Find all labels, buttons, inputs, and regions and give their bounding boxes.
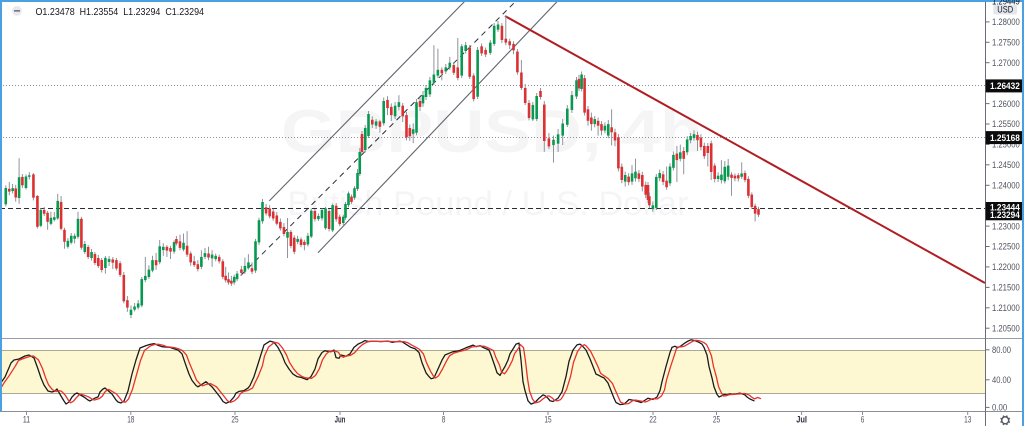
svg-text:80.00: 80.00 [992, 345, 1011, 355]
svg-text:1.23444: 1.23444 [990, 202, 1021, 212]
svg-text:1.25500: 1.25500 [992, 119, 1020, 129]
svg-text:15: 15 [544, 415, 551, 426]
svg-text:8: 8 [442, 415, 446, 426]
svg-text:O1.23478 H1.23554 L1.23294: O1.23478 H1.23554 L1.23294 C1.23294 [36, 6, 205, 18]
svg-text:1.28000: 1.28000 [992, 17, 1020, 27]
svg-text:1.25000: 1.25000 [992, 140, 1020, 150]
svg-text:18: 18 [127, 415, 134, 426]
svg-text:1.27500: 1.27500 [992, 38, 1020, 48]
svg-text:6: 6 [861, 415, 865, 426]
svg-text:1.23294: 1.23294 [990, 210, 1021, 220]
svg-text:22: 22 [649, 415, 656, 426]
svg-text:1.21000: 1.21000 [992, 303, 1020, 313]
svg-text:1.24500: 1.24500 [992, 160, 1020, 170]
svg-text:1.23000: 1.23000 [992, 221, 1020, 231]
svg-text:1.25168: 1.25168 [990, 133, 1020, 143]
svg-text:0.00: 0.00 [992, 403, 1007, 413]
svg-text:GBPUSD, 4h: GBPUSD, 4h [281, 98, 703, 165]
svg-text:Jun: Jun [335, 415, 346, 426]
svg-text:USD: USD [997, 4, 1013, 14]
svg-text:1.21500: 1.21500 [992, 283, 1020, 293]
svg-text:11: 11 [23, 415, 30, 426]
svg-text:25: 25 [231, 415, 238, 426]
svg-text:1.26000: 1.26000 [992, 99, 1020, 109]
svg-text:1.22500: 1.22500 [992, 242, 1020, 252]
svg-text:1.20500: 1.20500 [992, 323, 1020, 333]
svg-text:25: 25 [713, 415, 720, 426]
svg-text:1.27000: 1.27000 [992, 58, 1020, 68]
svg-text:1.22000: 1.22000 [992, 262, 1020, 272]
svg-text:13: 13 [964, 415, 971, 426]
svg-text:40.00: 40.00 [992, 375, 1011, 385]
svg-text:1.26432: 1.26432 [990, 81, 1020, 91]
svg-text:1.24000: 1.24000 [992, 181, 1020, 191]
svg-text:1.29449: 1.29449 [992, 0, 1020, 7]
svg-text:Jul: Jul [796, 415, 807, 426]
